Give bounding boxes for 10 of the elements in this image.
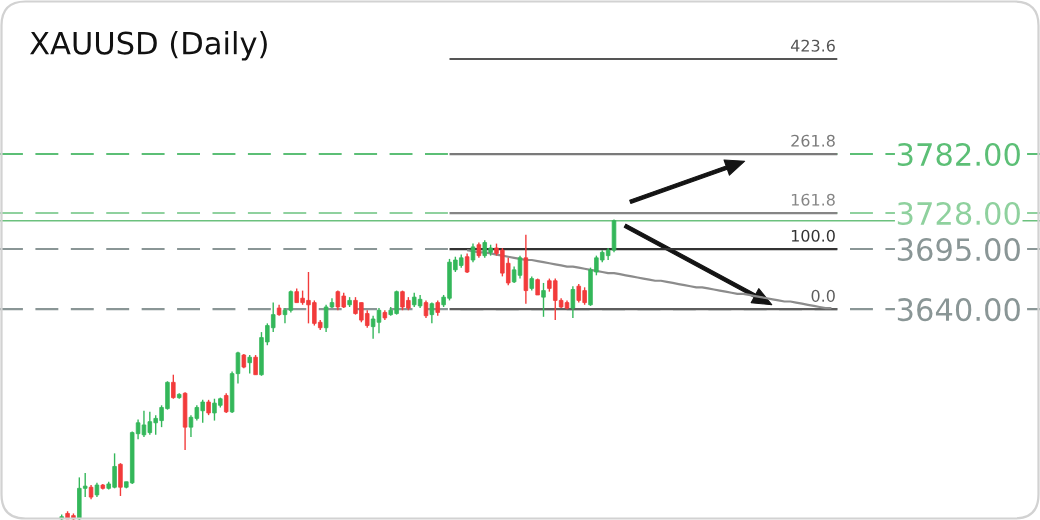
text: XAUUSD (Daily) xyxy=(30,30,267,61)
y-tick-label: 3695.00 xyxy=(897,238,1020,262)
y-tick-label: 3782.00 xyxy=(897,142,1020,167)
series-label: 161.8 xyxy=(791,193,835,206)
series-label: 100.0 xyxy=(791,229,835,242)
y-tick-label: 3640.00 xyxy=(897,298,1020,322)
series-label: 0.0 xyxy=(811,289,835,302)
series-label: 423.6 xyxy=(790,39,835,52)
series-label: 261.8 xyxy=(791,134,835,147)
y-tick-label: 3728.00 xyxy=(897,201,1020,226)
